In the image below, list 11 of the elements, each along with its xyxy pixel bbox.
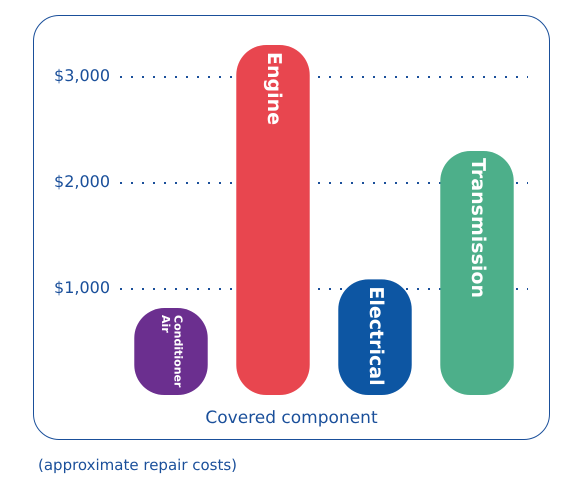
x-tick-label: Air Conditioner — [158, 315, 184, 388]
x-axis-title: Covered component — [204, 408, 379, 428]
text: (approximate repair costs) — [38, 456, 238, 474]
x-tick-label: Electrical — [365, 286, 388, 386]
x-tick-label: Transmission — [467, 158, 490, 298]
x-tick-label: Engine — [263, 52, 286, 126]
y-tick-label: $2,000 — [54, 172, 110, 192]
bar — [236, 45, 310, 395]
y-tick-label: $1,000 — [54, 278, 110, 298]
y-tick-label: $3,000 — [54, 66, 110, 85]
bar — [440, 151, 514, 395]
